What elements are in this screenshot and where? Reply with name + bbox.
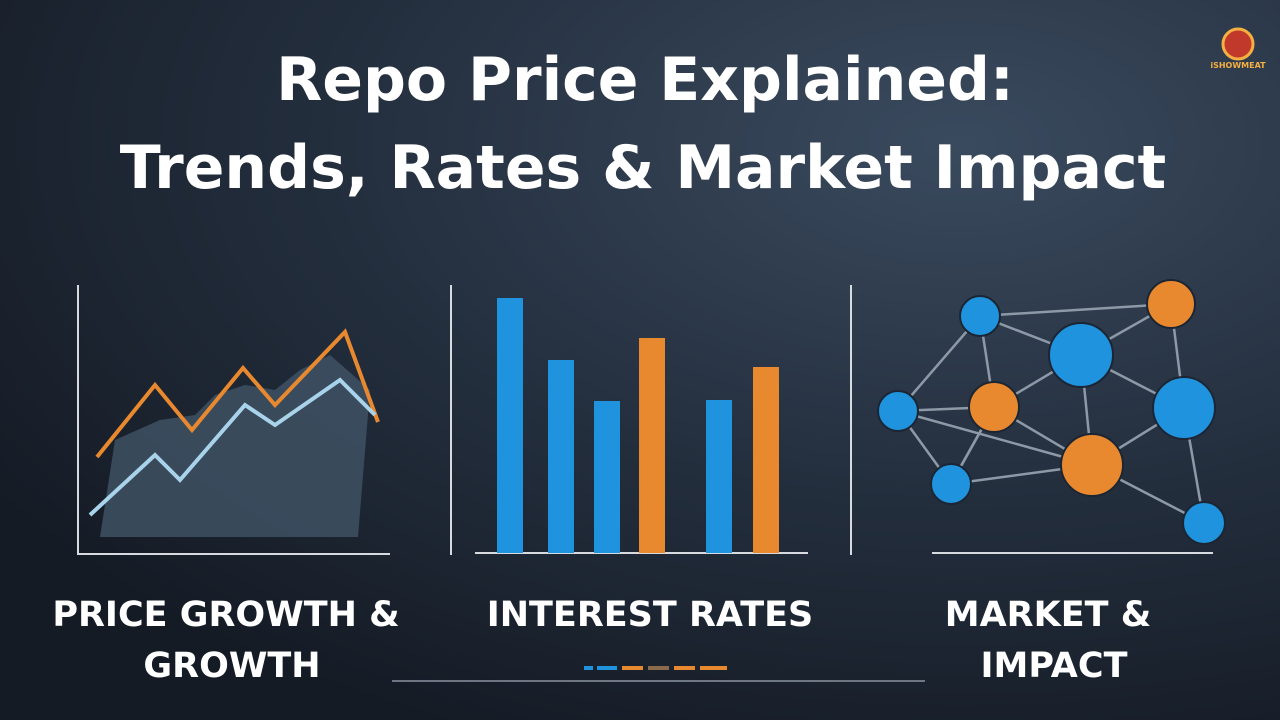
node xyxy=(1182,501,1226,545)
bar xyxy=(753,367,779,553)
blue-line xyxy=(88,377,377,517)
area xyxy=(100,355,370,537)
panel-label: GROWTH xyxy=(143,646,320,686)
node xyxy=(877,390,919,432)
orange-line xyxy=(95,328,380,459)
panel-label: IMPACT xyxy=(981,646,1128,686)
logo-text: iSHOWMEAT xyxy=(1210,61,1266,70)
bar xyxy=(594,401,620,553)
logo-badge xyxy=(1221,27,1255,61)
network-illustration xyxy=(850,279,1226,555)
node xyxy=(1048,322,1114,388)
node xyxy=(968,381,1020,433)
edge xyxy=(897,409,1093,467)
title-line: Trends, Rates & Market Impact xyxy=(120,133,1166,203)
panel-label: MARKET & xyxy=(945,595,1151,635)
logo: iSHOWMEAT xyxy=(1210,27,1266,70)
node xyxy=(959,295,1001,337)
node xyxy=(1146,279,1196,329)
node xyxy=(930,463,972,505)
panel-label: INTEREST RATES xyxy=(487,595,814,635)
node xyxy=(1152,376,1216,440)
panel-label: PRICE GROWTH & xyxy=(52,595,399,635)
title-line: Repo Price Explained: xyxy=(276,45,1014,115)
bar-illustration xyxy=(450,285,808,555)
bar xyxy=(639,338,665,553)
node xyxy=(1060,433,1124,497)
edge xyxy=(979,302,1172,318)
bar xyxy=(497,298,523,553)
line-illustration xyxy=(77,285,390,555)
bar xyxy=(706,400,732,553)
bar xyxy=(548,360,574,553)
